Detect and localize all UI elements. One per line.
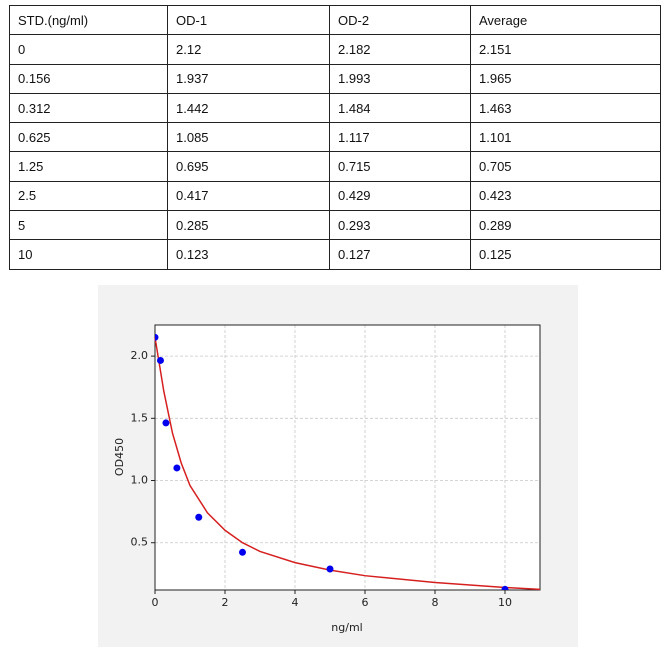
data-point [173, 464, 181, 472]
table-cell: 1.085 [167, 122, 330, 153]
table-cell: 1.442 [167, 92, 330, 124]
table-cell: 1.25 [9, 151, 168, 182]
table-cell: 1.101 [470, 122, 661, 153]
y-tick-label: 0.5 [131, 536, 149, 549]
table-cell: 0.156 [9, 63, 168, 94]
table-cell: 0.705 [470, 151, 661, 182]
data-table: STD.(ng/ml) OD-1 OD-2 Average 0 2.12 2.182 2.15… [9, 4, 661, 270]
table-cell: 0.715 [329, 151, 471, 182]
header-cell: STD.(ng/ml) [9, 4, 168, 36]
x-tick-label: 10 [498, 596, 512, 609]
table-cell: 2.12 [167, 34, 330, 65]
data-point [501, 585, 509, 590]
table-cell: 1.965 [470, 63, 661, 94]
table-cell: 5 [9, 210, 168, 241]
data-point [195, 513, 203, 521]
table-cell: 0.417 [167, 180, 330, 212]
data-point [156, 356, 164, 364]
table-cell: 1.484 [329, 92, 471, 124]
table-cell: 1.117 [329, 122, 471, 153]
table-row: 0.625 1.085 1.117 1.101 [9, 122, 661, 153]
table-cell: 2.151 [470, 34, 661, 65]
table-cell: 0.312 [9, 92, 168, 124]
table-cell: 0.289 [470, 210, 661, 241]
data-point [326, 565, 334, 573]
table-cell: 1.463 [470, 92, 661, 124]
table-row: 2.5 0.417 0.429 0.423 [9, 180, 661, 212]
table-cell: 2.5 [9, 180, 168, 212]
data-point [155, 333, 159, 341]
header-row: STD.(ng/ml) OD-1 OD-2 Average [9, 4, 661, 36]
table-cell: 0.125 [470, 239, 661, 270]
header-cell: Average [470, 4, 661, 36]
header-cell: OD-1 [167, 4, 330, 36]
chart-background [98, 285, 578, 647]
data-point [239, 548, 246, 556]
plot-area [155, 325, 540, 590]
table-cell: 0.625 [9, 122, 168, 153]
table-cell: 0.695 [167, 151, 330, 182]
x-tick-label: 6 [362, 596, 369, 609]
table-cell: 0.285 [167, 210, 330, 241]
table-cell: 0.123 [167, 239, 330, 270]
table-cell: 0.423 [470, 180, 661, 212]
plot-frame [154, 324, 541, 591]
table-cell: 1.993 [329, 63, 471, 94]
table-row: 5 0.285 0.293 0.289 [9, 210, 661, 241]
table-cell: 10 [9, 239, 168, 270]
table-row: 1.25 0.695 0.715 0.705 [9, 151, 661, 182]
y-axis-label: OD450 [113, 438, 126, 476]
fit-curve [154, 337, 541, 591]
y-tick-label: 1.0 [131, 474, 149, 487]
table-cell: 0.293 [329, 210, 471, 241]
table-cell: 0.127 [329, 239, 471, 270]
table-cell: 0.429 [329, 180, 471, 212]
y-tick-label: 2.0 [131, 349, 149, 362]
x-tick-label: 2 [222, 596, 229, 609]
table-cell: 2.182 [329, 34, 471, 65]
table-cell: 1.937 [167, 63, 330, 94]
table-row: 0.312 1.442 1.484 1.463 [9, 92, 661, 124]
table-row: 0 2.12 2.182 2.151 [9, 34, 661, 65]
x-tick-label: 4 [292, 596, 299, 609]
table-cell: 0 [9, 34, 168, 65]
data-point [162, 419, 170, 427]
table-row: 10 0.123 0.127 0.125 [9, 239, 661, 270]
y-tick-label: 1.5 [131, 411, 149, 424]
x-axis-label: ng/ml [331, 621, 362, 634]
x-tick-label: 8 [432, 596, 439, 609]
table-row: 0.156 1.937 1.993 1.965 [9, 63, 661, 94]
header-cell: OD-2 [329, 4, 471, 36]
x-tick-label: 0 [152, 596, 159, 609]
